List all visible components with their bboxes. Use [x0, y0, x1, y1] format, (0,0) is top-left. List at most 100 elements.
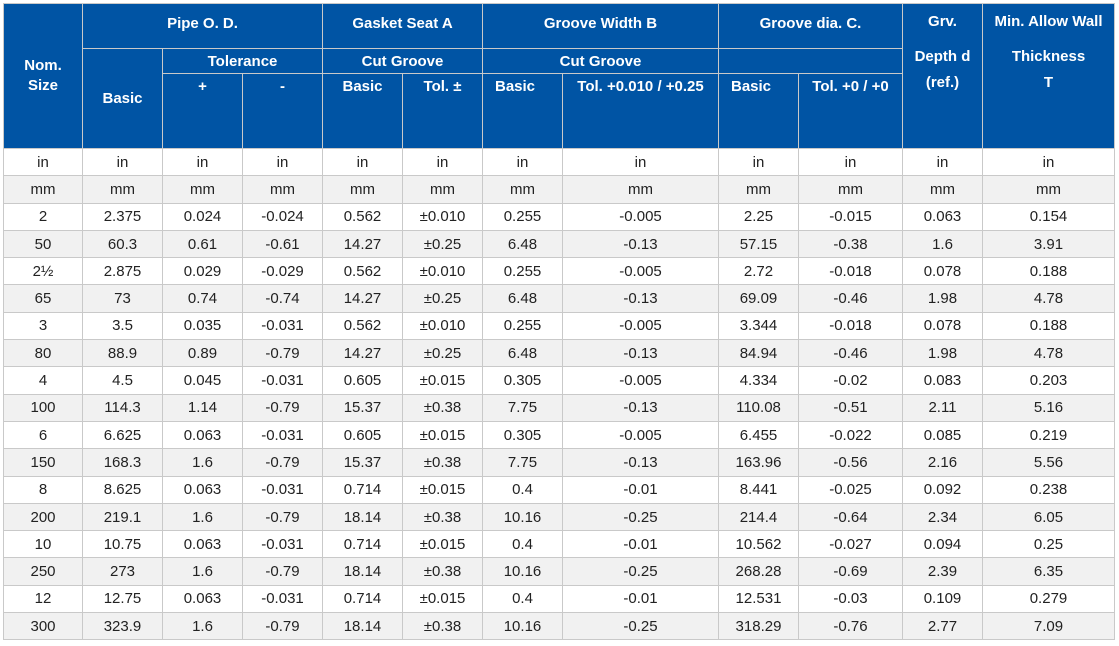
table-cell: 150 [3, 448, 83, 477]
table-cell: 3.5 [82, 311, 163, 341]
table-cell: 6.48 [482, 284, 563, 313]
table-cell: 1.98 [902, 339, 983, 368]
table-cell: -0.029 [242, 257, 323, 286]
header-gasket-seat: Gasket Seat A [322, 3, 483, 49]
table-cell: 1.6 [902, 229, 983, 259]
table-cell: in [322, 147, 403, 177]
table-cell: ±0.25 [402, 284, 483, 313]
table-cell: 18.14 [322, 502, 403, 532]
table-cell: ±0.38 [402, 393, 483, 422]
table-cell: -0.018 [798, 311, 903, 341]
groove-spec-table: Nom. Size Pipe O. D. Gasket Seat A Groove… [3, 3, 1115, 641]
table-cell: 0.063 [162, 475, 243, 504]
table-cell: 0.605 [322, 420, 403, 450]
header-nom-size: Nom. Size [3, 3, 83, 149]
table-cell: 0.89 [162, 339, 243, 368]
table-cell: mm [482, 175, 563, 204]
table-cell: 0.562 [322, 257, 403, 286]
table-cell: ±0.38 [402, 448, 483, 477]
table-cell: 0.279 [982, 584, 1115, 614]
table-cell: 84.94 [718, 339, 799, 368]
table-cell: 14.27 [322, 284, 403, 313]
table-cell: -0.03 [798, 584, 903, 614]
table-cell: 0.74 [162, 284, 243, 313]
table-cell: 60.3 [82, 229, 163, 259]
table-cell: 163.96 [718, 448, 799, 477]
table-row: 2½ 2.875 0.029 -0.029 0.562 ±0.010 0.255 -0.005… [3, 257, 1115, 286]
table-cell: -0.69 [798, 557, 903, 586]
table-cell: 73 [82, 284, 163, 313]
unit-row-mm: mm mm mm mm mm mm mm mm mm mm mm mm [3, 175, 1115, 204]
table-cell: 4 [3, 366, 83, 395]
header-gasket-basic: Basic [322, 73, 403, 149]
table-cell: 10.16 [482, 502, 563, 532]
table-row: 65 73 0.74 -0.74 14.27 ±0.25 6.48 -0.13 69.09 -0.… [3, 284, 1115, 313]
header-groove-depth: Grv. Depth d (ref.) [902, 3, 983, 149]
table-cell: 1.6 [162, 612, 243, 641]
table-cell: -0.031 [242, 420, 323, 450]
table-cell: mm [982, 175, 1115, 204]
table-cell: ±0.015 [402, 420, 483, 450]
table-cell: mm [402, 175, 483, 204]
table-cell: in [82, 147, 163, 177]
table-cell: -0.025 [798, 475, 903, 504]
table-cell: -0.79 [242, 557, 323, 586]
table-cell: -0.25 [562, 557, 719, 586]
table-cell: -0.46 [798, 339, 903, 368]
table-row: 3 3.5 0.035 -0.031 0.562 ±0.010 0.255 -0.005 3.3… [3, 311, 1115, 341]
table-cell: 3 [3, 311, 83, 341]
table-cell: 12 [3, 584, 83, 614]
table-cell: ±0.010 [402, 202, 483, 231]
table-cell: -0.79 [242, 612, 323, 641]
header-tolerance: Tolerance [162, 48, 323, 74]
table-cell: 2.77 [902, 612, 983, 641]
table-cell: -0.031 [242, 366, 323, 395]
table-cell: -0.13 [562, 229, 719, 259]
table-cell: ±0.38 [402, 502, 483, 532]
header-pipe-od: Pipe O. D. [82, 3, 323, 49]
table-cell: -0.64 [798, 502, 903, 532]
table-cell: 6.625 [82, 420, 163, 450]
table-cell: -0.79 [242, 502, 323, 532]
table-cell: -0.02 [798, 366, 903, 395]
table-cell: ±0.015 [402, 366, 483, 395]
table-cell: -0.61 [242, 229, 323, 259]
table-cell: 5.16 [982, 393, 1115, 422]
table-cell: 0.094 [902, 530, 983, 559]
table-row: 250 273 1.6 -0.79 18.14 ±0.38 10.16 -0.25 268.28… [3, 557, 1115, 586]
table-cell: -0.005 [562, 257, 719, 286]
table-cell: 1.6 [162, 502, 243, 532]
table-cell: -0.01 [562, 584, 719, 614]
table-cell: 0.714 [322, 530, 403, 559]
table-cell: 0.203 [982, 366, 1115, 395]
table-cell: -0.018 [798, 257, 903, 286]
table-cell: ±0.015 [402, 475, 483, 504]
table-cell: 0.25 [982, 530, 1115, 559]
table-cell: ±0.015 [402, 530, 483, 559]
table-cell: 3.91 [982, 229, 1115, 259]
table-row: 200 219.1 1.6 -0.79 18.14 ±0.38 10.16 -0.25 214.… [3, 502, 1115, 532]
header-tol-plus: + [162, 73, 243, 149]
table-cell: 10.16 [482, 557, 563, 586]
table-cell: 15.37 [322, 448, 403, 477]
table-cell: 110.08 [718, 393, 799, 422]
table-cell: 2.39 [902, 557, 983, 586]
table-cell: mm [162, 175, 243, 204]
table-cell: ±0.25 [402, 339, 483, 368]
table-row: 12 12.75 0.063 -0.031 0.714 ±0.015 0.4 -0.01 12.… [3, 584, 1115, 614]
header-groove-dia: Groove dia. C. [718, 3, 903, 49]
table-cell: 6.48 [482, 339, 563, 368]
table-cell: 88.9 [82, 339, 163, 368]
table-cell: in [402, 147, 483, 177]
table-cell: -0.13 [562, 448, 719, 477]
table-cell: 4.5 [82, 366, 163, 395]
table-cell: -0.79 [242, 448, 323, 477]
header-width-cut-groove: Cut Groove [482, 48, 719, 74]
table-cell: 219.1 [82, 502, 163, 532]
table-cell: 8.625 [82, 475, 163, 504]
table-cell: 7.09 [982, 612, 1115, 641]
table-cell: 0.255 [482, 311, 563, 341]
table-cell: 0.305 [482, 420, 563, 450]
table-row: 80 88.9 0.89 -0.79 14.27 ±0.25 6.48 -0.13 84.94-… [3, 339, 1115, 368]
table-cell: 0.605 [322, 366, 403, 395]
